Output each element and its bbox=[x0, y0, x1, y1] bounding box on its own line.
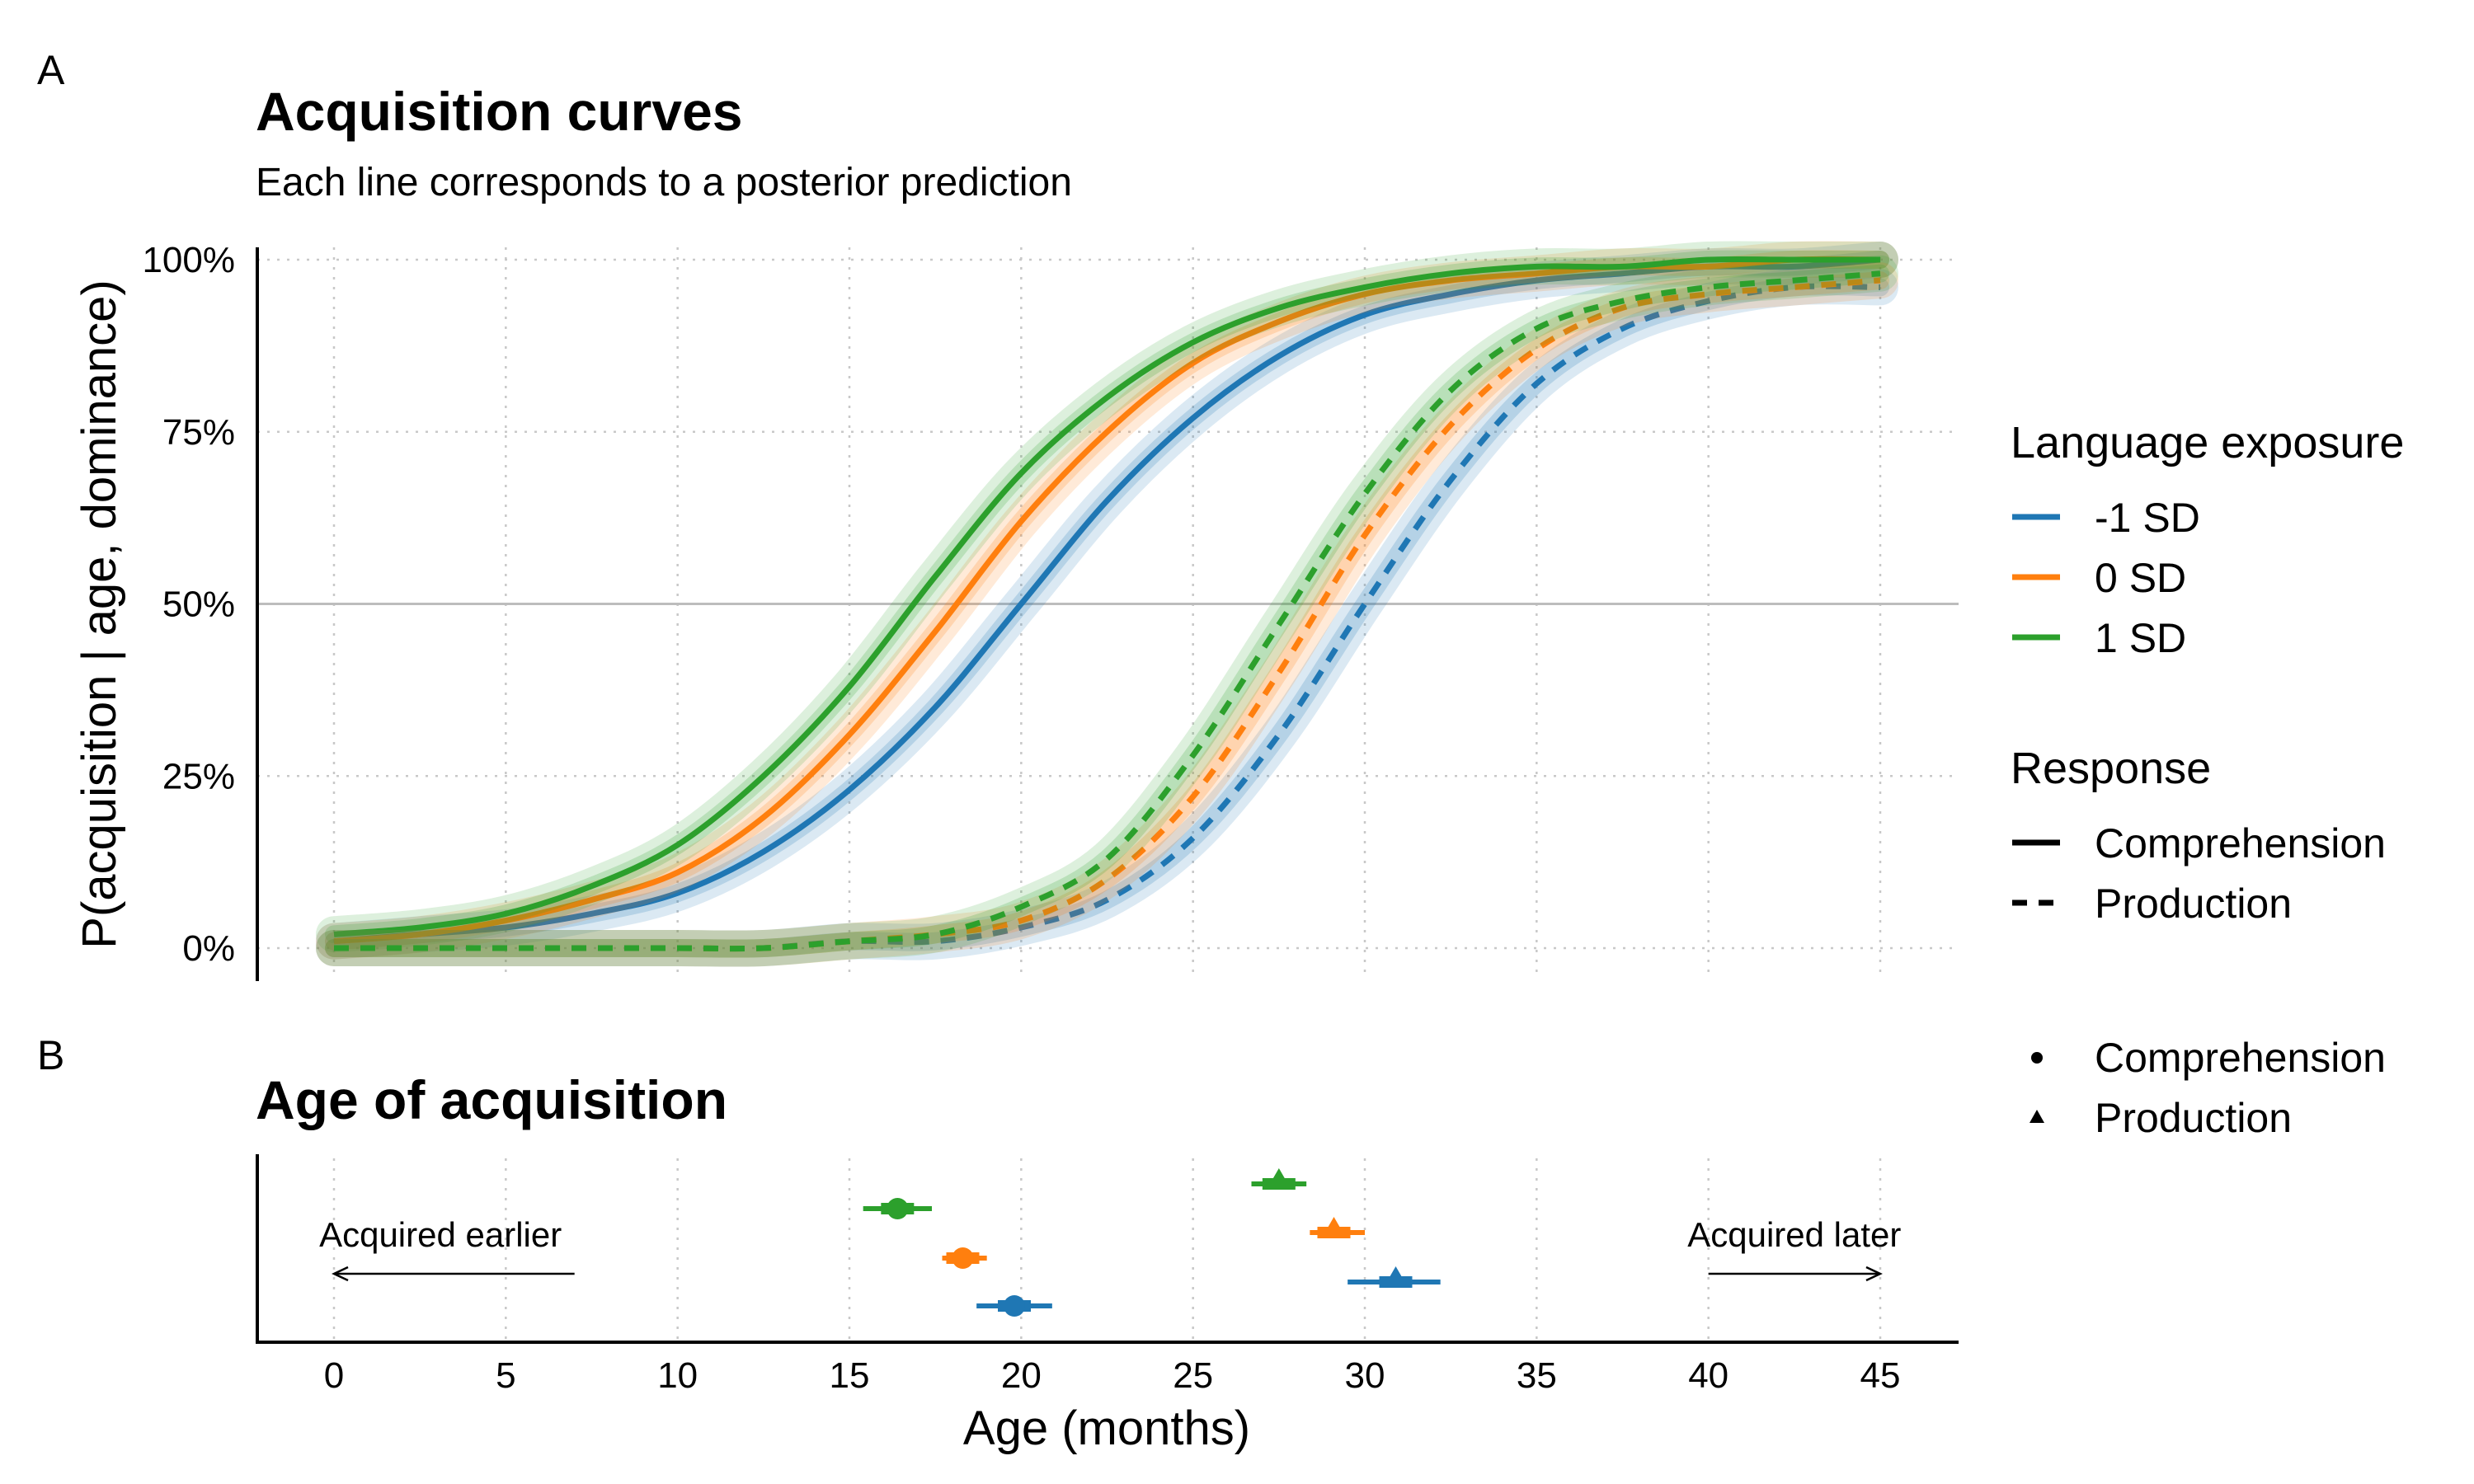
panel-a-grid bbox=[257, 247, 1959, 973]
panel-b-grid bbox=[332, 1158, 1882, 1340]
point-1sd-production bbox=[1266, 1168, 1291, 1190]
x-tick-label-45: 45 bbox=[1860, 1355, 1901, 1396]
y-tick-label-50: 50% bbox=[162, 585, 235, 625]
point-minus-1sd-production bbox=[1383, 1266, 1409, 1288]
acquired-later-label: Acquired later bbox=[1687, 1215, 1901, 1254]
point-minus-1sd-comprehension bbox=[1004, 1295, 1025, 1317]
y-tick-label-75: 75% bbox=[162, 412, 235, 453]
y-tick-label-0: 0% bbox=[182, 928, 235, 969]
legend-label-0sd: 0 SD bbox=[2095, 555, 2186, 601]
x-ticks: 0 5 10 15 20 25 30 35 40 45 bbox=[324, 1355, 1901, 1396]
panel-a-plot: 0% 25% 50% 75% 100% P(acquisition | age,… bbox=[73, 240, 1959, 981]
acquired-earlier-annotation: Acquired earlier bbox=[319, 1215, 575, 1282]
panel-a-y-axis-title: P(acquisition | age, dominance) bbox=[73, 279, 126, 948]
acquired-later-arrow-head bbox=[1865, 1266, 1883, 1282]
legend-key-circle-shape bbox=[2031, 1052, 2043, 1064]
y-tick-label-25: 25% bbox=[162, 756, 235, 796]
legend-item-production-line: Production bbox=[2012, 881, 2292, 927]
x-tick-label-25: 25 bbox=[1173, 1355, 1213, 1396]
x-tick-label-0: 0 bbox=[324, 1355, 344, 1396]
panel-a-tag: A bbox=[37, 47, 65, 93]
x-tick-label-30: 30 bbox=[1345, 1355, 1385, 1396]
series-line-1sd-production bbox=[334, 270, 1881, 952]
x-tick-label-15: 15 bbox=[830, 1355, 870, 1396]
panel-a-title: Acquisition curves bbox=[256, 81, 743, 142]
posterior-band-1sd-comprehension bbox=[316, 241, 1898, 953]
point-0sd-production bbox=[1321, 1217, 1347, 1238]
legend-item-minus-1sd: -1 SD bbox=[2012, 495, 2200, 541]
panel-b-plot: Acquired earlier Acquired later 0 5 10 1… bbox=[256, 1154, 1959, 1455]
panel-b-points bbox=[863, 1168, 1441, 1317]
legend-item-comprehension-line: Comprehension bbox=[2012, 820, 2386, 866]
legend-label-production: Production bbox=[2095, 881, 2292, 927]
x-tick-label-10: 10 bbox=[657, 1355, 698, 1396]
y-tick-label-100: 100% bbox=[142, 240, 235, 280]
legend-key-triangle-shape bbox=[2030, 1110, 2044, 1123]
legend-label-comprehension: Comprehension bbox=[2095, 820, 2386, 866]
legend-label-1sd: 1 SD bbox=[2095, 615, 2186, 661]
point-0sd-comprehension bbox=[952, 1247, 974, 1269]
legend: Language exposure -1 SD 0 SD 1 SD Respon… bbox=[2011, 418, 2404, 1141]
posterior-core-1sd-comprehension bbox=[325, 250, 1889, 944]
legend-exposure-title: Language exposure bbox=[2011, 418, 2404, 467]
panel-a-subtitle: Each line corresponds to a posterior pre… bbox=[256, 161, 1072, 204]
series-line-minus-1sd-comprehension bbox=[333, 256, 1881, 945]
legend-item-comprehension-shape: Comprehension bbox=[2031, 1035, 2386, 1081]
legend-response-title: Response bbox=[2011, 744, 2211, 793]
x-tick-label-35: 35 bbox=[1517, 1355, 1557, 1396]
legend-item-1sd: 1 SD bbox=[2012, 615, 2186, 661]
point-1sd-comprehension bbox=[887, 1198, 909, 1219]
acquired-later-annotation: Acquired later bbox=[1687, 1215, 1901, 1282]
acquired-earlier-arrow-head bbox=[332, 1266, 349, 1282]
x-tick-label-40: 40 bbox=[1688, 1355, 1729, 1396]
panel-b-tag: B bbox=[37, 1032, 64, 1078]
panel-a-y-ticks: 0% 25% 50% 75% 100% bbox=[142, 240, 235, 969]
legend-label-minus-1sd: -1 SD bbox=[2095, 495, 2200, 541]
panel-b-title: Age of acquisition bbox=[256, 1069, 727, 1130]
legend-label-production-shape: Production bbox=[2095, 1095, 2292, 1141]
posterior-core-1sd-production bbox=[325, 264, 1889, 958]
legend-item-0sd: 0 SD bbox=[2012, 555, 2186, 601]
x-tick-label-5: 5 bbox=[496, 1355, 515, 1396]
panel-a-series bbox=[316, 241, 1898, 967]
x-tick-label-20: 20 bbox=[1001, 1355, 1042, 1396]
acquired-earlier-label: Acquired earlier bbox=[319, 1215, 562, 1254]
legend-label-comprehension-shape: Comprehension bbox=[2095, 1035, 2386, 1081]
x-axis-title: Age (months) bbox=[963, 1402, 1250, 1455]
legend-item-production-shape: Production bbox=[2030, 1095, 2292, 1141]
series-line-1sd-comprehension bbox=[333, 256, 1880, 937]
